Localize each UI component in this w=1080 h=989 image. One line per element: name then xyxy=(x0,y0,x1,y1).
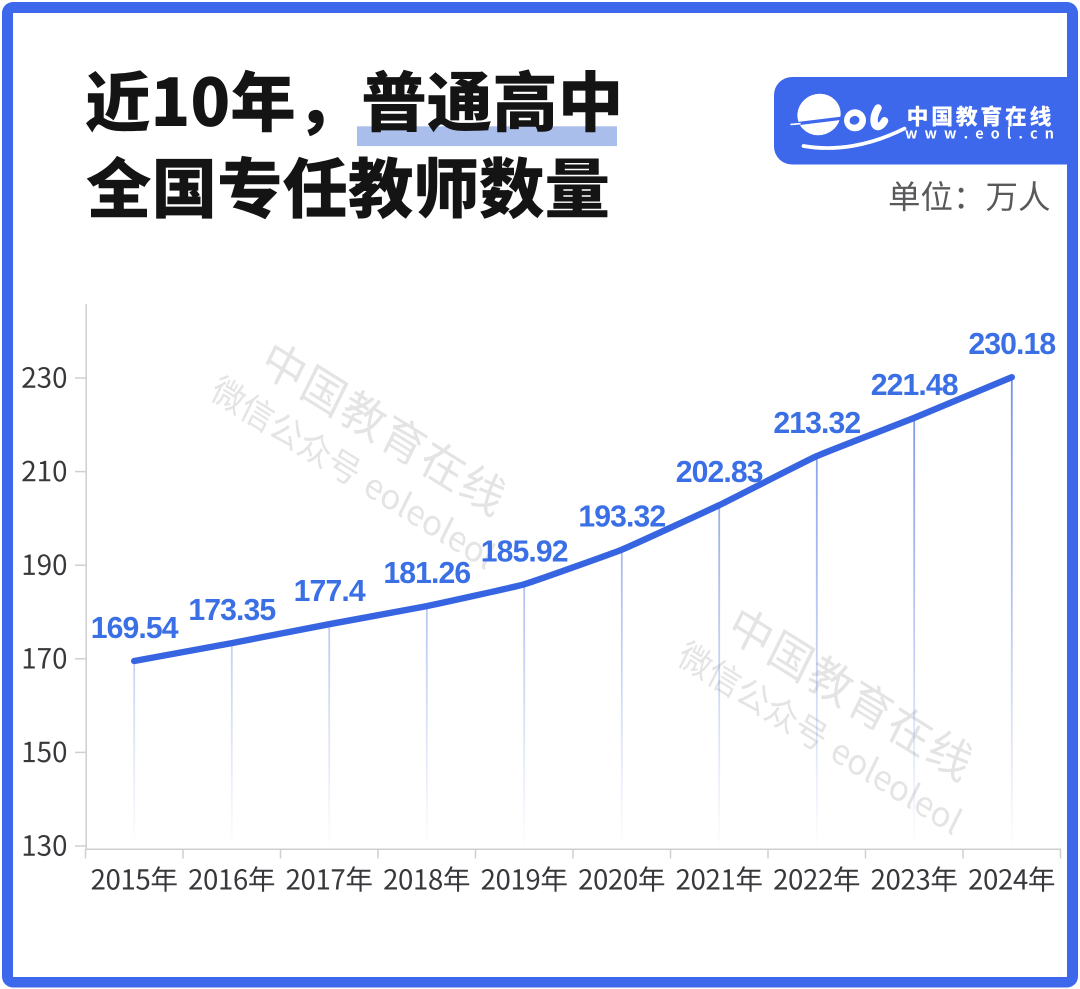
svg-text:202.83: 202.83 xyxy=(676,456,763,489)
svg-text:193.32: 193.32 xyxy=(578,501,665,534)
svg-text:221.48: 221.48 xyxy=(871,369,958,402)
svg-text:230.18: 230.18 xyxy=(968,328,1055,361)
svg-text:177.4: 177.4 xyxy=(294,575,366,608)
svg-text:169.54: 169.54 xyxy=(91,612,179,645)
svg-text:185.92: 185.92 xyxy=(481,535,568,568)
svg-text:181.26: 181.26 xyxy=(383,557,470,590)
svg-text:173.35: 173.35 xyxy=(188,594,275,627)
svg-text:213.32: 213.32 xyxy=(773,407,860,440)
